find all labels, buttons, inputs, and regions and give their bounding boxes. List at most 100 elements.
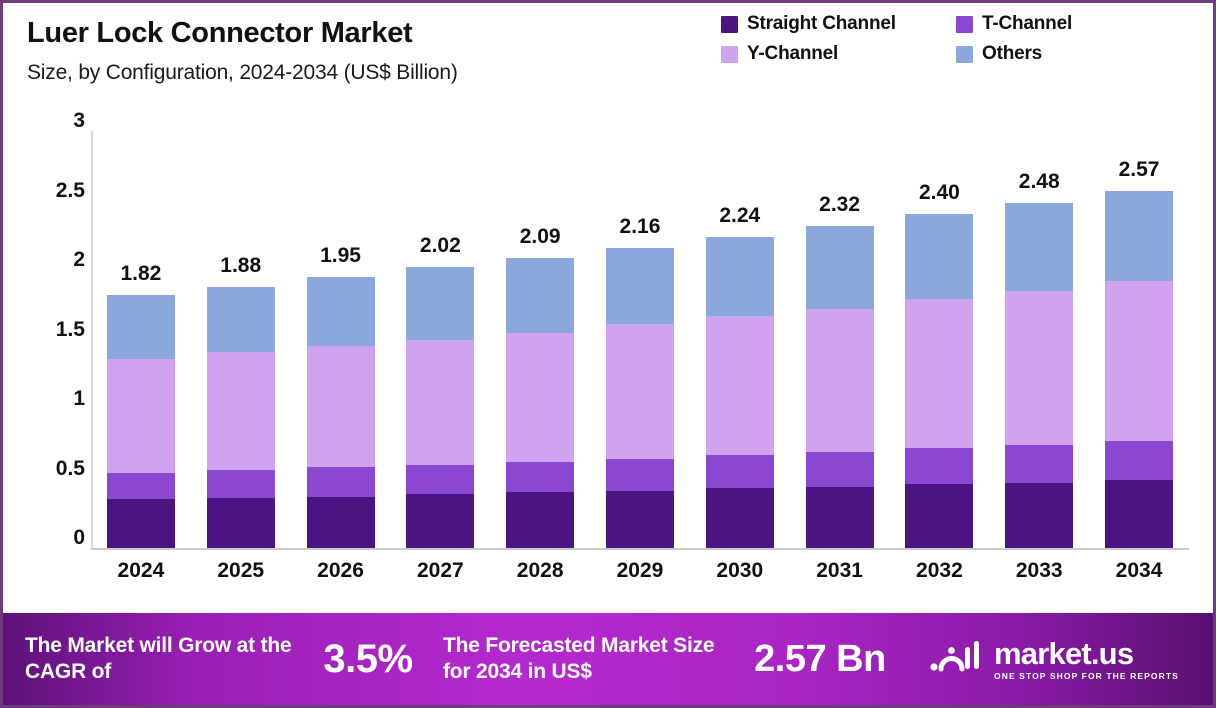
bar-segment-y-channel[interactable] — [506, 332, 575, 462]
bar-segment-t-channel[interactable] — [905, 447, 974, 485]
bar-group-2028[interactable]: 2.09 — [490, 131, 590, 548]
stacked-bar[interactable] — [905, 214, 974, 548]
bar-segment-others[interactable] — [605, 247, 674, 325]
chart-legend: Straight Channel T-Channel Y-Channel Others — [721, 13, 1191, 65]
bar-segment-t-channel[interactable] — [206, 470, 275, 498]
bar-segment-straight-channel[interactable] — [705, 488, 774, 548]
bar-total-label: 1.82 — [120, 262, 162, 286]
brand-tagline: ONE STOP SHOP FOR THE REPORTS — [994, 670, 1179, 681]
stacked-bar[interactable] — [506, 257, 575, 548]
bar-segment-y-channel[interactable] — [106, 358, 175, 473]
bar-segment-straight-channel[interactable] — [1105, 479, 1174, 548]
bar-segment-straight-channel[interactable] — [905, 484, 974, 548]
legend-item-label: Others — [982, 43, 1043, 64]
x-axis-tick-label: 2026 — [317, 559, 364, 582]
bar-segment-t-channel[interactable] — [406, 464, 475, 494]
x-axis-tick-label: 2029 — [616, 559, 664, 582]
x-axis-tick-label: 2027 — [416, 559, 464, 582]
bar-segment-y-channel[interactable] — [905, 299, 974, 448]
bar-total-label: 2.16 — [619, 214, 661, 238]
bar-group-2033[interactable]: 2.48 — [989, 131, 1089, 548]
market-us-logo-icon — [929, 638, 983, 681]
bar-group-2027[interactable]: 2.02 — [390, 131, 490, 548]
bar-segment-others[interactable] — [106, 295, 175, 359]
bar-group-2029[interactable]: 2.16 — [590, 131, 690, 548]
bar-group-2025[interactable]: 1.88 — [191, 131, 291, 548]
bar-group-2026[interactable]: 1.95 — [291, 131, 391, 548]
legend-swatch-icon — [721, 15, 738, 33]
bar-segment-straight-channel[interactable] — [306, 496, 375, 548]
chart-subtitle: Size, by Configuration, 2024-2034 (US$ B… — [27, 61, 458, 85]
stacked-bar[interactable] — [605, 247, 674, 548]
x-axis-tick-label: 2030 — [716, 559, 764, 582]
bar-total-label: 2.48 — [1018, 170, 1060, 194]
bar-segment-y-channel[interactable] — [1105, 281, 1174, 441]
legend-item-label: Y-Channel — [747, 43, 839, 64]
stacked-bar[interactable] — [805, 225, 874, 548]
chart-panel: Luer Lock Connector Market Size, by Conf… — [3, 3, 1213, 613]
bar-group-2034[interactable]: 2.57 — [1089, 131, 1189, 548]
bar-group-2032[interactable]: 2.40 — [890, 131, 990, 548]
bar-segment-t-channel[interactable] — [805, 452, 874, 487]
bar-segment-straight-channel[interactable] — [506, 492, 575, 548]
bar-segment-others[interactable] — [1005, 203, 1074, 291]
stacked-bar[interactable] — [1105, 190, 1174, 548]
legend-item-label: Straight Channel — [747, 13, 896, 34]
legend-item-y-channel[interactable]: Y-Channel — [721, 43, 956, 65]
bar-total-label: 2.40 — [918, 181, 960, 205]
bar-total-label: 2.57 — [1118, 157, 1160, 181]
legend-item-label: T-Channel — [982, 13, 1073, 34]
stacked-bar[interactable] — [106, 295, 175, 548]
bar-segment-others[interactable] — [506, 257, 575, 333]
y-axis: 0 0.5 1 1.5 2 2.5 3 — [33, 109, 85, 558]
legend-item-t-channel[interactable]: T-Channel — [956, 13, 1072, 35]
bar-group-2024[interactable]: 1.82 — [91, 131, 191, 548]
bar-segment-straight-channel[interactable] — [805, 486, 874, 548]
bar-segment-t-channel[interactable] — [605, 459, 674, 492]
stacked-bar[interactable] — [206, 286, 275, 548]
bar-segment-y-channel[interactable] — [605, 324, 674, 460]
stacked-bar[interactable] — [406, 267, 475, 548]
forecast-value: 2.57 Bn — [754, 637, 886, 680]
chart-title: Luer Lock Connector Market — [27, 17, 413, 49]
bar-segment-t-channel[interactable] — [106, 472, 175, 500]
bar-segment-y-channel[interactable] — [1005, 290, 1074, 446]
bar-segment-y-channel[interactable] — [406, 339, 475, 465]
bar-segment-others[interactable] — [805, 225, 874, 309]
bar-total-label: 1.95 — [320, 243, 361, 267]
bar-segment-t-channel[interactable] — [506, 461, 575, 493]
bar-segment-others[interactable] — [1105, 190, 1174, 282]
legend-item-others[interactable]: Others — [956, 43, 1042, 65]
bar-segment-straight-channel[interactable] — [106, 499, 175, 548]
bar-segment-others[interactable] — [905, 214, 974, 300]
bar-segment-others[interactable] — [705, 236, 774, 316]
bar-segment-y-channel[interactable] — [805, 308, 874, 453]
bar-segment-others[interactable] — [406, 267, 475, 340]
bar-group-2030[interactable]: 2.24 — [690, 131, 790, 548]
stacked-bar[interactable] — [1005, 203, 1074, 548]
bar-segment-t-channel[interactable] — [705, 454, 774, 489]
bar-segment-y-channel[interactable] — [705, 315, 774, 455]
bar-segment-t-channel[interactable] — [1105, 440, 1174, 480]
stacked-bar[interactable] — [705, 236, 774, 548]
bar-segment-others[interactable] — [206, 286, 275, 353]
bar-segment-straight-channel[interactable] — [605, 491, 674, 548]
legend-item-straight-channel[interactable]: Straight Channel — [721, 13, 956, 35]
bar-segment-others[interactable] — [306, 276, 375, 347]
bar-segment-straight-channel[interactable] — [406, 493, 475, 548]
x-axis-tick-label: 2033 — [1015, 559, 1063, 582]
bar-segment-straight-channel[interactable] — [1005, 482, 1074, 548]
y-axis-tick-label: 2 — [73, 248, 85, 271]
bar-segment-t-channel[interactable] — [1005, 445, 1074, 483]
legend-swatch-icon — [956, 45, 973, 63]
bar-segment-t-channel[interactable] — [306, 467, 375, 497]
bar-segment-y-channel[interactable] — [306, 346, 375, 468]
bar-total-label: 2.24 — [719, 203, 761, 227]
bar-group-2031[interactable]: 2.32 — [790, 131, 890, 548]
bar-segment-y-channel[interactable] — [206, 352, 275, 471]
y-axis-tick-label: 1.5 — [55, 317, 85, 341]
x-axis: 2024 2025 2026 2027 2028 2029 2030 2031 2032 2033… — [91, 559, 1189, 583]
bar-segment-straight-channel[interactable] — [206, 497, 275, 548]
stacked-bar[interactable] — [306, 276, 375, 548]
